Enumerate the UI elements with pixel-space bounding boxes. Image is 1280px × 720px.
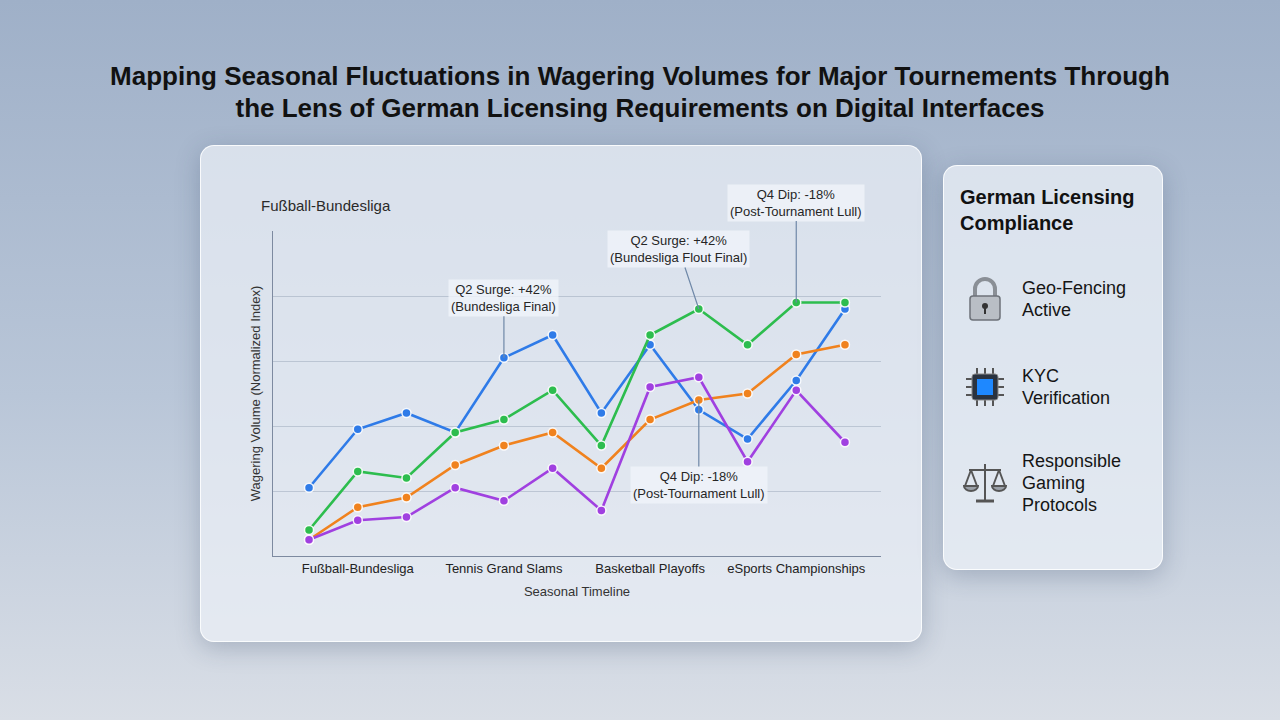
html-text:KYC Verification: KYC Verification <box>1022 366 1111 408</box>
svg-text:Basketball Playoffs: Basketball Playoffs <box>595 561 705 576</box>
html-text:Mapping Seasonal Fluctuations: Mapping Seasonal Fluctuations in Wagerin… <box>110 61 1170 123</box>
svg-text:Seasonal Timeline: Seasonal Timeline <box>524 584 630 599</box>
html-text:Responsible Gaming Protocols: Responsible Gaming Protocols <box>1022 451 1122 515</box>
svg-text:Tennis Grand Slams: Tennis Grand Slams <box>445 561 563 576</box>
html-text:Geo-Fencing Active: Geo-Fencing Active <box>1022 278 1127 320</box>
svg-text:Q4 Dip: -18%(Post-Tournament L: Q4 Dip: -18%(Post-Tournament Lull) <box>730 187 862 219</box>
svg-text:Q2 Surge: +42%(Bundesliga Fina: Q2 Surge: +42%(Bundesliga Final) <box>451 282 556 314</box>
svg-text:Fußball-Bundesliga: Fußball-Bundesliga <box>261 197 391 214</box>
svg-text:Wagering Volume (Normalized In: Wagering Volume (Normalized Index) <box>248 286 263 502</box>
html-text:German Licensing Compliance: German Licensing Compliance <box>960 186 1135 234</box>
svg-text:eSports Championships: eSports Championships <box>727 561 866 576</box>
svg-text:Q2 Surge: +42%(Bundesliga Flou: Q2 Surge: +42%(Bundesliga Flout Final) <box>610 233 747 265</box>
svg-text:Fußball-Bundesliga: Fußball-Bundesliga <box>302 561 415 576</box>
svg-text:Q4 Dip: -18%(Post-Tournament L: Q4 Dip: -18%(Post-Tournament Lull) <box>633 469 765 501</box>
